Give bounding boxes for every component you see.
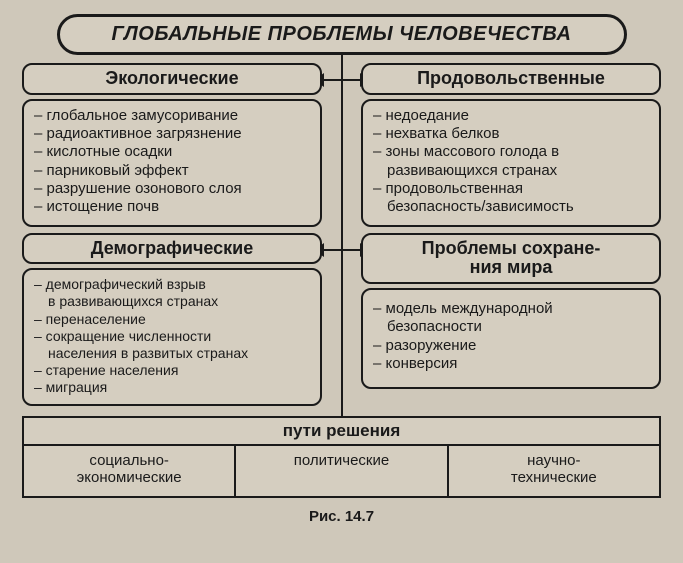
list-item: развивающихся странах bbox=[373, 162, 649, 180]
row-2: Демографические – демографический взрыв … bbox=[22, 233, 661, 406]
list-item: – перенаселение bbox=[34, 311, 310, 328]
category-peace: Проблемы сохране- ния мира bbox=[361, 233, 661, 285]
list-item: – старение населения bbox=[34, 362, 310, 379]
list-item: – конверсия bbox=[373, 355, 649, 373]
list-item: населения в развитых странах bbox=[34, 345, 310, 362]
row-1: Экологические – глобальное замусоривание… bbox=[22, 63, 661, 227]
list-item: – истощение почв bbox=[34, 198, 310, 216]
list-food: – недоедание – нехватка белков – зоны ма… bbox=[361, 99, 661, 227]
list-item: – миграция bbox=[34, 379, 310, 396]
list-item: – кислотные осадки bbox=[34, 143, 310, 161]
list-item: – разоружение bbox=[373, 337, 649, 355]
list-ecological: – глобальное замусоривание – радиоактивн… bbox=[22, 99, 322, 227]
list-item: – нехватка белков bbox=[373, 125, 649, 143]
main-title: ГЛОБАЛЬНЫЕ ПРОБЛЕМЫ ЧЕЛОВЕЧЕСТВА bbox=[57, 14, 627, 55]
figure-caption: Рис. 14.7 bbox=[22, 508, 661, 525]
list-item: – продовольственная bbox=[373, 180, 649, 198]
list-demographic: – демографический взрыв в развивающихся … bbox=[22, 268, 322, 406]
list-item: – парниковый эффект bbox=[34, 162, 310, 180]
list-item: – глобальное замусоривание bbox=[34, 107, 310, 125]
category-demographic: Демографические bbox=[22, 233, 322, 265]
category-peace-line2: ния мира bbox=[470, 257, 553, 277]
list-item: – зоны массового голода в bbox=[373, 143, 649, 161]
col-left-1: Экологические – глобальное замусоривание… bbox=[22, 63, 322, 227]
list-peace: – модель международной безопасности – ра… bbox=[361, 288, 661, 389]
solutions-row: социально-экономические политические нау… bbox=[24, 446, 659, 497]
col-left-2: Демографические – демографический взрыв … bbox=[22, 233, 322, 406]
solution-cell-1: социально-экономические bbox=[24, 446, 234, 497]
diagram-page: ГЛОБАЛЬНЫЕ ПРОБЛЕМЫ ЧЕЛОВЕЧЕСТВА Экологи… bbox=[0, 0, 683, 563]
list-item: – модель международной bbox=[373, 300, 649, 318]
category-peace-line1: Проблемы сохране- bbox=[422, 238, 601, 258]
list-item: – сокращение численности bbox=[34, 328, 310, 345]
list-item: безопасности bbox=[373, 318, 649, 336]
solutions-box: пути решения социально-экономические пол… bbox=[22, 416, 661, 499]
list-item: в развивающихся странах bbox=[34, 293, 310, 310]
solutions-title: пути решения bbox=[24, 418, 659, 446]
list-item: – недоедание bbox=[373, 107, 649, 125]
category-ecological: Экологические bbox=[22, 63, 322, 95]
list-item: безопасность/зависимость bbox=[373, 198, 649, 216]
col-right-1: Продовольственные – недоедание – нехватк… bbox=[361, 63, 661, 227]
list-item: – радиоактивное загрязнение bbox=[34, 125, 310, 143]
col-right-2: Проблемы сохране- ния мира – модель межд… bbox=[361, 233, 661, 406]
solution-cell-3: научно-технические bbox=[447, 446, 659, 497]
solution-cell-2: политические bbox=[234, 446, 446, 497]
list-item: – разрушение озонового слоя bbox=[34, 180, 310, 198]
list-item: – демографический взрыв bbox=[34, 276, 310, 293]
category-food: Продовольственные bbox=[361, 63, 661, 95]
